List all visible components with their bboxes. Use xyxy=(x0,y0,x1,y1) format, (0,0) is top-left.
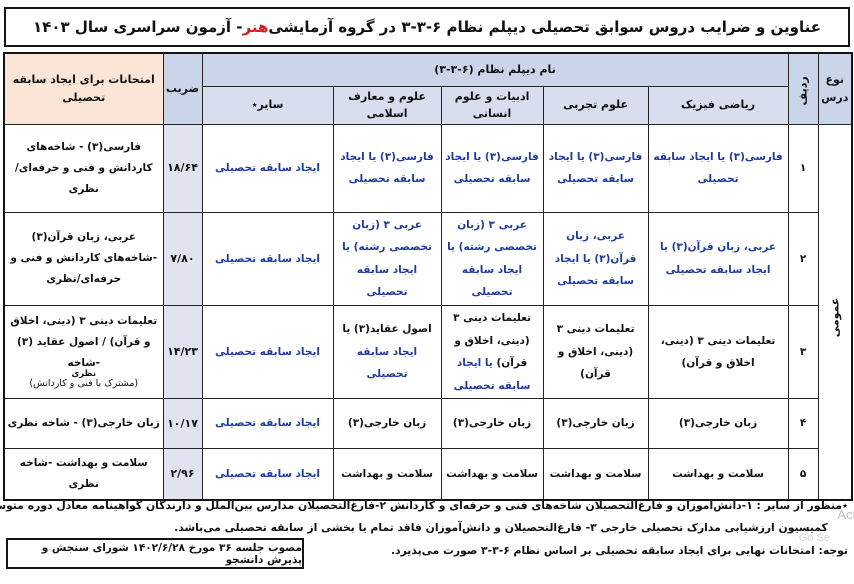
table-row: ۴ زبان خارجی(۳) زبان خارجی(۳) زبان خارجی… xyxy=(3,398,852,450)
subject-cell-sayer: ایجاد سابقه تحصیلی xyxy=(201,448,334,501)
subject-cell-riazi: سلامت و بهداشت xyxy=(647,448,789,501)
header-diploma-name: نام دیپلم نظام (۶-۳-۳) xyxy=(201,52,789,87)
subject-cell-maaref: عربی ۳ (زبان تخصصی رشته) یا ایجاد سابقه … xyxy=(332,211,442,306)
footnote-others-definition-continued: کمیسیون ارزشیابی مدارک تحصیلی خارجی ۳- ف… xyxy=(174,521,828,534)
header-exams: امتحانات برای ایجاد سابقه تحصیلی xyxy=(3,52,164,125)
subject-cell-riazi: عربی، زبان قرآن(۳) یا ایجاد سابقه تحصیلی xyxy=(647,211,789,306)
subject-cell-tajrobi: تعلیمات دینی ۳ (دینی، اخلاق و قرآن) xyxy=(542,304,649,400)
subject-cell-tajrobi: عربی، زبان قرآن(۳) یا ایجاد سابقه تحصیلی xyxy=(542,211,649,306)
coefficient-cell: ۷/۸۰ xyxy=(162,211,203,306)
subject-cell-sayer: ایجاد سابقه تحصیلی xyxy=(201,123,334,213)
exam-subnote: نظری (مشترک با فنی و کاردانش) xyxy=(29,369,139,389)
row-number-cell: ۲ xyxy=(787,211,819,306)
course-type-value: عمومی xyxy=(827,297,841,338)
table-row: ۳ تعلیمات دینی ۳ (دینی، اخلاق و قرآن) تع… xyxy=(3,304,852,400)
subject-cell-riazi: فارسی(۳) یا ایجاد سابقه تحصیلی xyxy=(647,123,789,213)
coefficients-table: نوع درس ردیف نام دیپلم نظام (۶-۳-۳) ضریب… xyxy=(3,52,854,501)
exam-cell: عربی، زبان قرآن(۳) -شاخه‌های کاردانش و ف… xyxy=(3,211,164,306)
watermark-fragment: Acti xyxy=(837,507,854,522)
row-number-cell: ۳ xyxy=(787,304,819,400)
col-header-sayer: سایر٭ xyxy=(201,85,334,125)
footnote-others-definition: ٭منظور از سایر : ۱-دانش‌آموزان و فارغ‌ال… xyxy=(0,499,848,512)
footnote-final-exams-note: توجه: امتحانات نهایی برای ایجاد سابقه تح… xyxy=(390,544,848,557)
subject-cell-riazi: تعلیمات دینی ۳ (دینی، اخلاق و قرآن) xyxy=(647,304,789,400)
approval-box: مصوب جلسه ۳۶ مورخ ۱۴۰۲/۶/۲۸ شورای سنجش و… xyxy=(6,538,304,569)
header-row-number: ردیف xyxy=(787,52,819,125)
header-coefficient: ضریب xyxy=(162,52,203,125)
subject-cell-sayer: ایجاد سابقه تحصیلی xyxy=(201,398,334,450)
title-text: عناوین و ضرایب دروس سوابق تحصیلی دیپلم ن… xyxy=(268,18,821,36)
header-row-top: نوع درس ردیف نام دیپلم نظام (۶-۳-۳) ضریب… xyxy=(3,52,853,125)
table-row: عمومی ۱ فارسی(۳) یا ایجاد سابقه تحصیلی ف… xyxy=(3,123,853,501)
table-row: ۲ عربی، زبان قرآن(۳) یا ایجاد سابقه تحصی… xyxy=(3,211,852,306)
header-row-sub: ریاضی فیزیک علوم تجربی ادبیات و علوم انس… xyxy=(4,85,852,125)
coefficient-cell: ۲/۹۶ xyxy=(162,448,203,501)
subject-cell-maaref: سلامت و بهداشت xyxy=(332,448,442,501)
row-number-cell: ۵ xyxy=(787,448,819,501)
row-number-cell: ۱ xyxy=(787,123,819,213)
subject-cell-adabiat: سلامت و بهداشت xyxy=(440,448,544,501)
col-header-adabiat: ادبیات و علوم انسانی xyxy=(440,85,544,125)
col-header-tajrobi: علوم تجربی xyxy=(542,85,649,125)
table-row: ۵ سلامت و بهداشت سلامت و بهداشت سلامت و … xyxy=(3,448,852,501)
subject-cell-sayer: ایجاد سابقه تحصیلی xyxy=(201,211,334,306)
subject-cell-maaref: اصول عقاید(۳) یا ایجاد سابقه تحصیلی xyxy=(332,304,442,400)
subject-cell-maaref: زبان خارجی(۳) xyxy=(332,398,442,450)
course-type-cell: عمومی xyxy=(817,123,853,501)
coefficient-cell: ۱۴/۲۳ xyxy=(162,304,203,400)
subject-cell-adabiat: زبان خارجی(۳) xyxy=(440,398,544,450)
exam-cell: فارسی(۳) - شاخه‌های کاردانش و فنی و حرفه… xyxy=(3,123,164,213)
page-title: عناوین و ضرایب دروس سوابق تحصیلی دیپلم ن… xyxy=(4,7,850,47)
coefficient-cell: ۱۸/۶۴ xyxy=(162,123,203,213)
subject-cell-sayer: ایجاد سابقه تحصیلی xyxy=(201,304,334,400)
col-header-riazi: ریاضی فیزیک xyxy=(647,85,789,125)
exam-cell: سلامت و بهداشت -شاخه نظری xyxy=(3,448,164,501)
title-highlight-group: هنر xyxy=(242,18,269,36)
subject-cell-maaref: فارسی(۳) یا ایجاد سابقه تحصیلی xyxy=(332,123,442,213)
subject-cell-riazi: زبان خارجی(۳) xyxy=(647,398,789,450)
watermark-fragment: Go Se xyxy=(798,532,830,544)
row-number-label: ردیف xyxy=(796,76,810,106)
subject-cell-tajrobi: سلامت و بهداشت xyxy=(542,448,649,501)
row-number-cell: ۴ xyxy=(787,398,819,450)
subject-cell-adabiat: فارسی(۳) یا ایجاد سابقه تحصیلی xyxy=(440,123,544,213)
title-suffix: - آزمون سراسری سال ۱۴۰۳ xyxy=(33,18,243,36)
subject-cell-adabiat: تعلیمات دینی ۳ (دینی، اخلاق و قرآن) یا ا… xyxy=(440,304,544,400)
exam-cell: تعلیمات دینی ۳ (دینی، اخلاق و قرآن) / اص… xyxy=(3,304,164,400)
coefficient-cell: ۱۰/۱۷ xyxy=(162,398,203,450)
exam-cell: زبان خارجی(۳) - شاخه نظری xyxy=(3,398,164,450)
header-course-type: نوع درس xyxy=(817,52,853,125)
subject-cell-adabiat: عربی ۳ (زبان تخصصی رشته) یا ایجاد سابقه … xyxy=(440,211,544,306)
subject-cell-tajrobi: زبان خارجی(۳) xyxy=(542,398,649,450)
subject-cell-tajrobi: فارسی(۳) یا ایجاد سابقه تحصیلی xyxy=(542,123,649,213)
col-header-maaref: علوم و معارف اسلامی xyxy=(332,85,442,125)
